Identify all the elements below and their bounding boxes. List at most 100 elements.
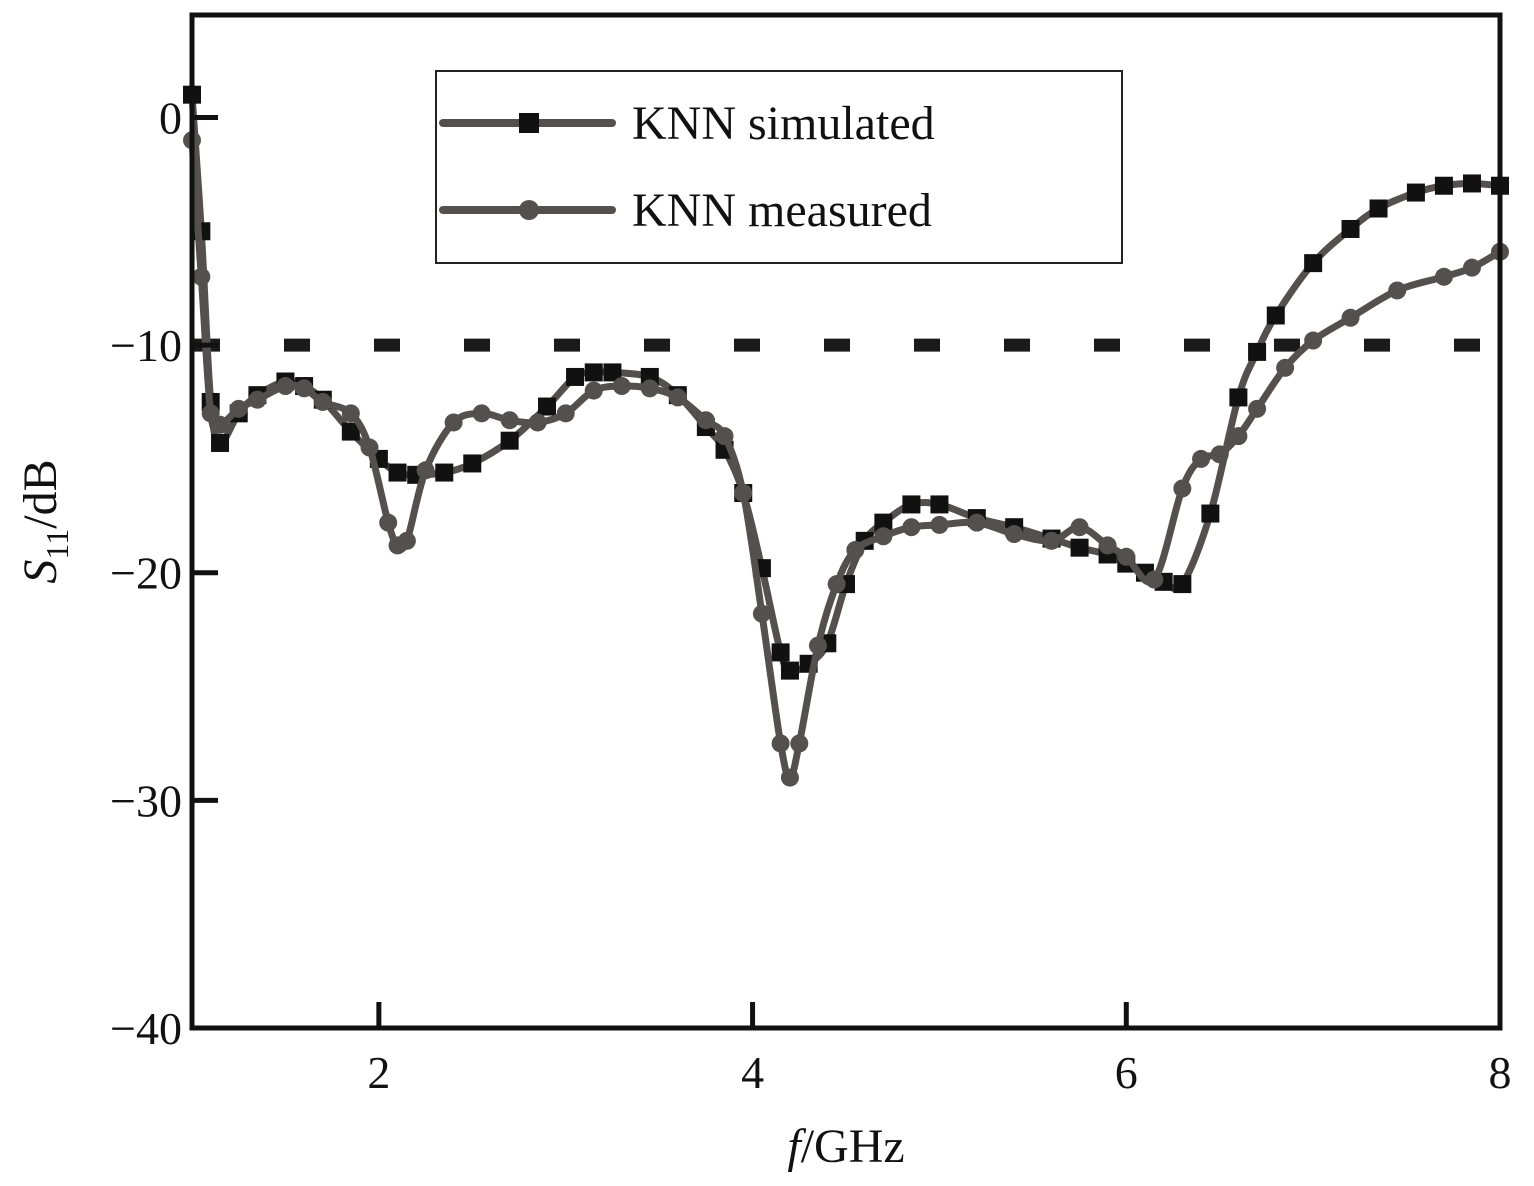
data-point <box>528 413 547 432</box>
y-axis-title: S11/dB <box>14 459 75 583</box>
data-point <box>846 540 865 559</box>
data-point <box>248 390 267 409</box>
data-point <box>276 377 295 396</box>
data-point <box>1192 449 1211 468</box>
data-point <box>1229 388 1248 407</box>
data-point <box>715 427 734 446</box>
data-point <box>1070 518 1089 537</box>
data-point <box>192 267 211 286</box>
data-point <box>780 768 799 787</box>
y-tick-label: −30 <box>110 775 182 826</box>
y-tick-label: −40 <box>110 1003 182 1054</box>
legend-entry: KNN measured <box>439 184 932 237</box>
data-point <box>1304 331 1323 350</box>
legend-swatch-marker <box>519 113 539 133</box>
data-point <box>397 531 416 550</box>
x-tick-label: 6 <box>1115 1047 1138 1098</box>
data-point <box>211 415 230 434</box>
legend-entry: KNN simulated <box>439 97 935 150</box>
data-point <box>1276 358 1295 377</box>
data-point <box>930 515 949 534</box>
data-point <box>780 661 799 680</box>
data-point <box>444 413 463 432</box>
x-tick-label: 2 <box>367 1047 390 1098</box>
data-point <box>640 379 659 398</box>
data-point <box>1173 479 1192 498</box>
data-point <box>930 495 949 514</box>
data-point <box>211 433 230 452</box>
data-point <box>1266 306 1285 325</box>
data-point <box>435 463 454 482</box>
axes: 0 −10 −20 −30 −40 2 4 6 8 f/GHz S11/dB <box>14 12 1512 1173</box>
data-point <box>538 397 557 416</box>
data-point <box>752 604 771 623</box>
data-point <box>1042 531 1061 550</box>
legend-box <box>435 70 1123 264</box>
data-point <box>1248 399 1267 418</box>
data-point <box>603 363 622 382</box>
data-point <box>1117 547 1136 566</box>
plot-frame <box>189 12 1503 1031</box>
data-point <box>295 379 314 398</box>
x-tick-label: 4 <box>741 1047 764 1098</box>
data-point <box>771 643 790 662</box>
data-point <box>1098 536 1117 555</box>
data-point <box>500 411 519 430</box>
data-point <box>1406 183 1425 202</box>
data-point <box>967 513 986 532</box>
data-point <box>388 463 407 482</box>
data-point <box>1145 570 1164 589</box>
data-point <box>379 513 398 532</box>
legend-swatch-marker <box>519 200 539 220</box>
data-point <box>360 438 379 457</box>
data-point <box>734 484 753 503</box>
series-layer <box>183 85 1509 787</box>
data-point <box>1173 575 1192 594</box>
data-point <box>341 404 360 423</box>
series-measured <box>183 131 1509 787</box>
data-point <box>1341 219 1360 238</box>
x-axis-title: f/GHz <box>787 1120 904 1173</box>
data-point <box>827 575 846 594</box>
data-point <box>771 734 790 753</box>
data-point <box>696 411 715 430</box>
data-point <box>612 377 631 396</box>
data-point <box>463 454 482 473</box>
data-point <box>584 381 603 400</box>
legend-label: KNN measured <box>632 184 932 237</box>
data-point <box>229 399 248 418</box>
data-point <box>472 404 491 423</box>
data-point <box>668 388 687 407</box>
data-point <box>1005 525 1024 544</box>
data-point <box>1388 281 1407 300</box>
y-tick-label: −10 <box>110 320 182 371</box>
data-point <box>1229 427 1248 446</box>
data-point <box>790 734 809 753</box>
data-point <box>1369 199 1388 218</box>
legend: KNN simulated KNN measured <box>435 70 1123 264</box>
data-point <box>341 422 360 441</box>
data-point <box>1462 174 1481 193</box>
data-point <box>1434 267 1453 286</box>
data-point <box>1434 176 1453 195</box>
y-tick-label: 0 <box>159 92 182 143</box>
data-point <box>1201 504 1220 523</box>
data-point <box>1070 538 1089 557</box>
y-tick-label: −20 <box>110 548 182 599</box>
data-point <box>556 404 575 423</box>
data-point <box>808 636 827 655</box>
data-point <box>500 431 519 450</box>
data-point <box>1462 258 1481 277</box>
data-point <box>584 363 603 382</box>
data-point <box>1304 254 1323 273</box>
data-point <box>1248 342 1267 361</box>
data-point <box>902 495 921 514</box>
data-point <box>566 367 585 386</box>
data-point <box>1210 445 1229 464</box>
data-point <box>874 527 893 546</box>
data-point <box>902 518 921 537</box>
legend-label: KNN simulated <box>632 97 935 150</box>
data-point <box>416 461 435 480</box>
data-point <box>874 513 893 532</box>
